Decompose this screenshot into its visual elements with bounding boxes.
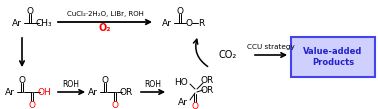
Text: R: R	[198, 19, 204, 27]
Text: CuCl₂·2H₂O, LiBr, ROH: CuCl₂·2H₂O, LiBr, ROH	[67, 11, 143, 17]
FancyArrowPatch shape	[194, 39, 208, 66]
Text: Ar: Ar	[12, 19, 22, 27]
Text: Value-added
Products: Value-added Products	[303, 47, 363, 67]
Text: O: O	[177, 7, 183, 15]
Text: O: O	[112, 100, 118, 109]
Text: O: O	[19, 76, 25, 84]
Text: O: O	[102, 76, 108, 84]
Text: CH₃: CH₃	[36, 19, 52, 27]
Text: OH: OH	[37, 88, 51, 96]
Text: Ar: Ar	[178, 97, 188, 106]
Text: CO₂: CO₂	[219, 50, 237, 60]
Text: Ar: Ar	[162, 19, 172, 27]
Text: Ar: Ar	[88, 88, 98, 96]
Text: O: O	[28, 100, 36, 109]
Text: OR: OR	[200, 85, 214, 95]
Text: Ar: Ar	[5, 88, 15, 96]
Text: OR: OR	[200, 76, 214, 84]
Text: HO: HO	[174, 77, 188, 87]
FancyBboxPatch shape	[291, 37, 375, 77]
Text: O: O	[26, 7, 34, 15]
Text: ROH: ROH	[62, 79, 79, 89]
Text: O: O	[186, 19, 192, 27]
Text: CCU strategy: CCU strategy	[247, 44, 295, 50]
Text: O: O	[192, 101, 198, 109]
Text: OR: OR	[119, 88, 133, 96]
Text: O₂: O₂	[99, 23, 111, 33]
Text: ROH: ROH	[144, 79, 161, 89]
